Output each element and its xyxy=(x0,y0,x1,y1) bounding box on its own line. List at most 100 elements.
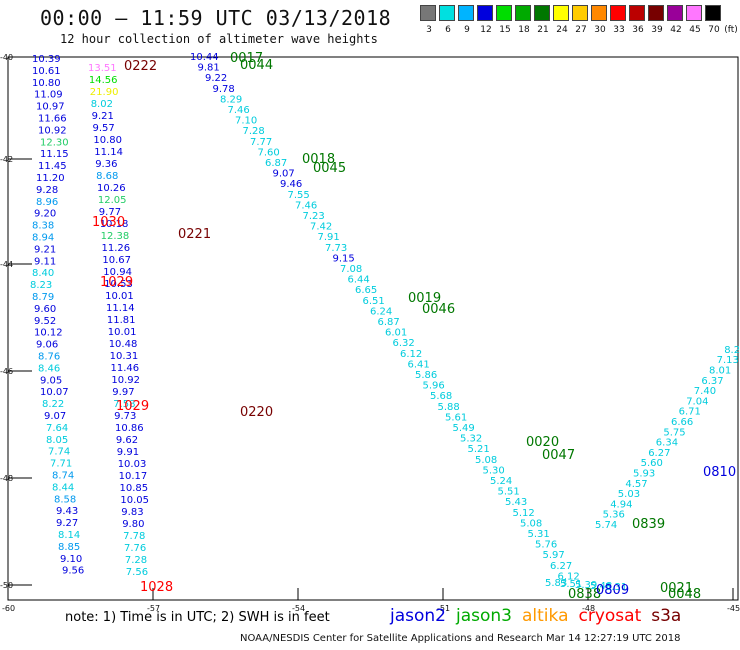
wave-height-value: 8.01 xyxy=(709,366,731,377)
wave-height-value: 9.77 xyxy=(99,207,121,218)
wave-height-value: 10.31 xyxy=(110,351,139,362)
chart-subtitle: 12 hour collection of altimeter wave hei… xyxy=(60,32,378,46)
lon-tick-label: -54 xyxy=(292,604,305,613)
wave-height-value: 9.06 xyxy=(36,340,58,351)
wave-height-value: 7.55 xyxy=(288,190,310,201)
chart-title: 00:00 — 11:59 UTC 03/13/2018 xyxy=(40,6,392,30)
wave-height-value: 9.56 xyxy=(62,566,84,577)
wave-height-value: 9.81 xyxy=(198,63,220,74)
wave-height-value: 9.05 xyxy=(40,375,62,386)
scale-swatch xyxy=(705,5,721,21)
wave-height-value: 7.04 xyxy=(686,396,708,407)
wave-height-value: 10.03 xyxy=(118,459,147,470)
wave-height-value: 6.32 xyxy=(393,338,415,349)
wave-height-value: 6.44 xyxy=(348,275,370,286)
wave-height-value: 5.93 xyxy=(633,469,655,480)
wave-height-value: 9.11 xyxy=(34,256,56,267)
wave-height-value: 10.86 xyxy=(115,423,144,434)
wave-height-value: 9.91 xyxy=(117,447,139,458)
wave-height-value: 5.03 xyxy=(618,489,640,500)
scale-label: 21 xyxy=(537,25,549,35)
wave-height-value: 10.17 xyxy=(119,471,148,482)
pass-time-label: 0220 xyxy=(240,405,273,420)
wave-height-value: 7.91 xyxy=(318,232,340,243)
scale-label: 12 xyxy=(480,25,492,35)
pass-time-label: 0838 xyxy=(568,587,601,602)
wave-height-value: 8.79 xyxy=(32,292,54,303)
wave-height-value: 5.96 xyxy=(423,381,445,392)
wave-height-value: 7.73 xyxy=(325,243,347,254)
scale-label: 3 xyxy=(426,25,432,35)
wave-height-value: 9.21 xyxy=(92,111,114,122)
wave-height-value: 10.26 xyxy=(97,183,126,194)
wave-height-value: 5.74 xyxy=(595,520,617,531)
pass-time-label: 0044 xyxy=(240,58,273,73)
lon-tick-label: -51 xyxy=(437,604,450,613)
wave-height-value: 5.24 xyxy=(490,476,512,487)
wave-height-value: 10.39 xyxy=(32,54,61,65)
wave-height-value: 10.80 xyxy=(32,78,61,89)
wave-height-value: 6.12 xyxy=(400,349,422,360)
pass-time-label: 0047 xyxy=(542,448,575,463)
pass-time-label: 0019 xyxy=(408,291,441,306)
scale-swatch xyxy=(610,5,626,21)
pass-time-label: 1030 xyxy=(92,215,125,230)
wave-height-value: 9.21 xyxy=(34,244,56,255)
wave-height-value: 9.10 xyxy=(60,554,82,565)
wave-height-value: 5.61 xyxy=(445,412,467,423)
wave-height-value: 10.80 xyxy=(93,135,122,146)
track-values: 10.3910.6110.8011.0910.9711.6610.9212.30… xyxy=(30,52,740,593)
pass-time-label: 1028 xyxy=(140,580,173,595)
wave-height-value: 7.40 xyxy=(694,386,716,397)
wave-height-value: 7.28 xyxy=(125,555,147,566)
wave-height-value: 8.85 xyxy=(58,542,80,553)
pass-time-label: 0017 xyxy=(230,51,263,66)
wave-height-value: 4.94 xyxy=(610,499,632,510)
satellite-legend: jason2 jason3 altika cryosat s3a xyxy=(390,606,691,626)
wave-height-value: 5.75 xyxy=(663,427,685,438)
wave-height-value: 9.73 xyxy=(114,411,136,422)
wave-height-value: 9.07 xyxy=(44,411,66,422)
wave-height-value: 5.30 xyxy=(483,465,505,476)
lat-tick-label: -50 xyxy=(0,581,13,590)
scale-label: 70 xyxy=(708,25,720,35)
scale-swatch xyxy=(420,5,436,21)
pass-time-label: 0018 xyxy=(302,152,335,167)
wave-height-value: 9.36 xyxy=(95,159,117,170)
scale-label: 45 xyxy=(689,25,701,35)
wave-height-value: 7.78 xyxy=(123,531,145,542)
scale-swatch xyxy=(686,5,702,21)
scale-label: 24 xyxy=(556,25,568,35)
wave-height-value: 11.09 xyxy=(34,90,63,101)
wave-height-value: 9.57 xyxy=(93,123,115,134)
wave-height-value: 6.37 xyxy=(701,376,723,387)
wave-height-value: 6.27 xyxy=(550,561,572,572)
wave-height-value: 5.31 xyxy=(528,529,550,540)
pass-time-label: 0222 xyxy=(124,59,157,74)
scale-label: 33 xyxy=(613,25,625,35)
wave-height-value: 7.28 xyxy=(243,126,265,137)
scale-swatch xyxy=(458,5,474,21)
wave-height-value: 4.57 xyxy=(625,479,647,490)
wave-height-value: 8.29 xyxy=(220,94,242,105)
wave-height-value: 5.88 xyxy=(438,402,460,413)
wave-height-value: 9.28 xyxy=(36,185,58,196)
wave-height-value: 7.23 xyxy=(303,211,325,222)
wave-height-value: 9.83 xyxy=(121,507,143,518)
satellite-legend-item: altika xyxy=(522,606,569,626)
wave-height-value: 7.46 xyxy=(295,200,317,211)
scale-label: 42 xyxy=(670,25,682,35)
wave-height-value: 5.39 xyxy=(575,580,597,591)
wave-height-value: 8.40 xyxy=(32,268,54,279)
scale-label: 9 xyxy=(464,25,470,35)
satellite-legend-item: cryosat xyxy=(578,606,642,626)
wave-height-value: 10.92 xyxy=(111,375,140,386)
wave-height-value: 5.51 xyxy=(560,579,582,590)
scale-label: 27 xyxy=(575,25,587,35)
wave-height-value: 12.30 xyxy=(40,137,69,148)
wave-height-value: 7.56 xyxy=(126,567,148,578)
wave-height-value: 10.53 xyxy=(104,279,133,290)
middle-track: 13.5114.5621.908.029.219.5710.8011.149.3… xyxy=(88,63,149,578)
